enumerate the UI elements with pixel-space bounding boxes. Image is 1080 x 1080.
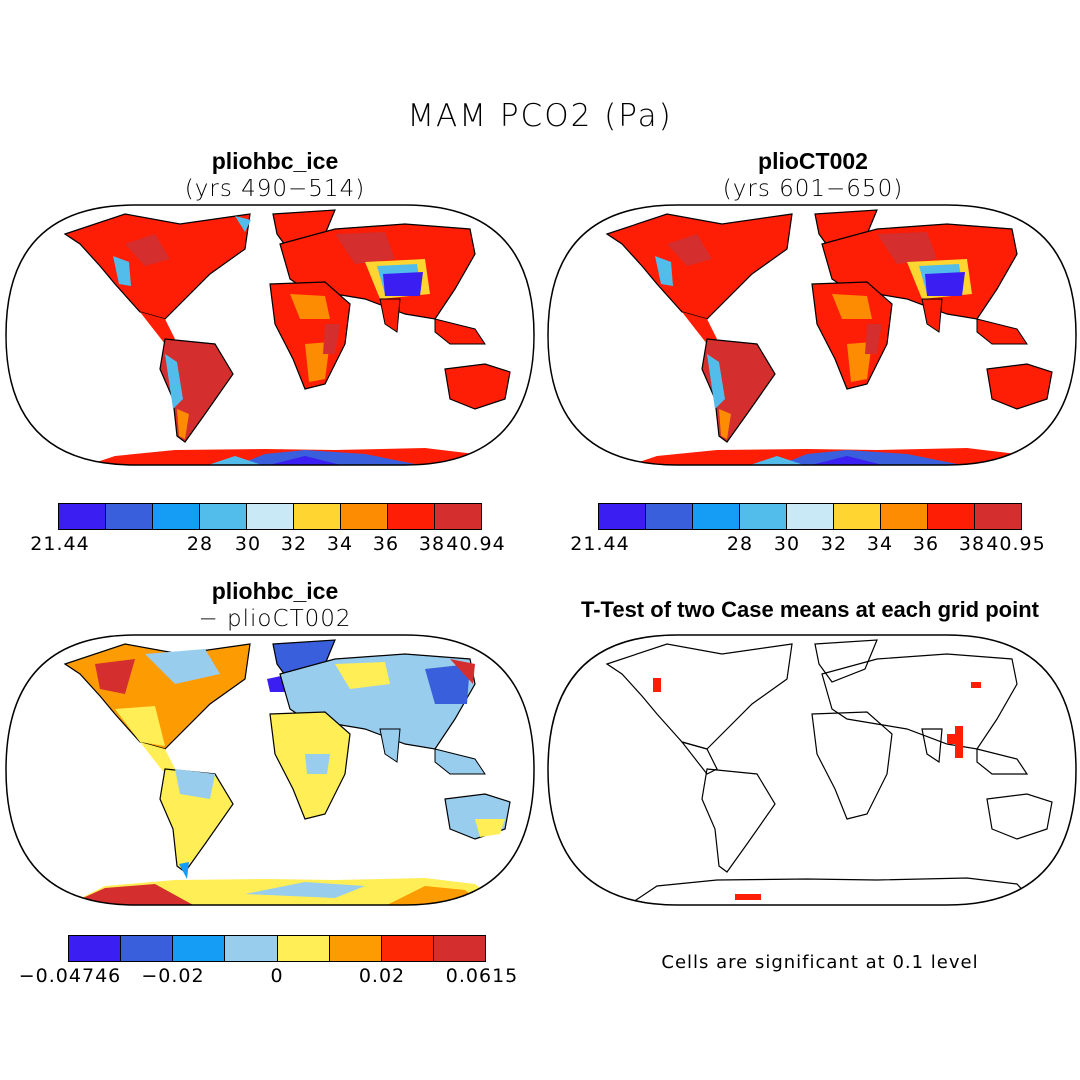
panel1-tick: 28 (186, 533, 214, 555)
swatch (693, 504, 740, 529)
panel1-tick: 38 (418, 533, 446, 555)
panel1-tick: 36 (372, 533, 400, 555)
swatch (388, 504, 435, 529)
panel3-title: pliohbc_ice (211, 578, 339, 604)
swatch (646, 504, 693, 529)
panel2-tick: 40.95 (986, 533, 1046, 555)
swatch (277, 936, 330, 961)
panel2-tick: 36 (912, 533, 940, 555)
swatch (435, 504, 481, 529)
panel1-subtitle: (yrs 490−514) (184, 176, 366, 202)
swatch (881, 504, 928, 529)
panel4-map (547, 634, 1077, 906)
swatch (341, 504, 388, 529)
swatch (153, 504, 200, 529)
panel3-tick: 0.02 (358, 965, 406, 987)
panel2-map (547, 204, 1077, 466)
swatch (106, 504, 153, 529)
panel3-tick: −0.04746 (18, 965, 122, 987)
panel2-tick: 21.44 (570, 533, 630, 555)
swatch (200, 504, 247, 529)
swatch (834, 504, 881, 529)
panel1-tick: 21.44 (30, 533, 90, 555)
swatch (928, 504, 975, 529)
panel2-tick: 32 (820, 533, 848, 555)
swatch (121, 936, 174, 961)
panel1-tick: 34 (326, 533, 354, 555)
swatch (294, 504, 341, 529)
swatch (329, 936, 382, 961)
panel3-tick: 0 (270, 965, 284, 987)
panel2-subtitle: (yrs 601−650) (722, 176, 904, 202)
swatch (381, 936, 434, 961)
swatch (787, 504, 834, 529)
swatch (433, 936, 485, 961)
swatch (599, 504, 646, 529)
panel1-title: pliohbc_ice (211, 148, 339, 174)
panel4-title: T-Test of two Case means at each grid po… (580, 597, 1039, 622)
panel1-tick: 32 (280, 533, 308, 555)
panel1-tick: 40.94 (446, 533, 506, 555)
swatch (173, 936, 226, 961)
panel1-map (5, 204, 535, 466)
panel2-tick: 28 (726, 533, 754, 555)
panel2-tick: 30 (773, 533, 801, 555)
swatch (247, 504, 294, 529)
panel1-tick: 30 (234, 533, 262, 555)
panel2-colorbar (598, 503, 1022, 530)
panel3-map (5, 634, 535, 906)
main-title: MAM PCO2 (Pa) (407, 98, 673, 134)
panel3-colorbar (68, 935, 486, 962)
swatch (740, 504, 787, 529)
swatch (69, 936, 122, 961)
panel3-subtitle: − plioCT002 (198, 606, 352, 632)
panel3-tick: −0.02 (141, 965, 205, 987)
significance-note: Cells are significant at 0.1 level (661, 952, 979, 973)
swatch (225, 936, 278, 961)
panel3-tick: 0.0615 (445, 965, 519, 987)
panel1-colorbar (58, 503, 482, 530)
panel2-tick: 38 (958, 533, 986, 555)
panel2-tick: 34 (866, 533, 894, 555)
panel2-title: plioCT002 (758, 148, 868, 174)
swatch (975, 504, 1021, 529)
swatch (59, 504, 106, 529)
